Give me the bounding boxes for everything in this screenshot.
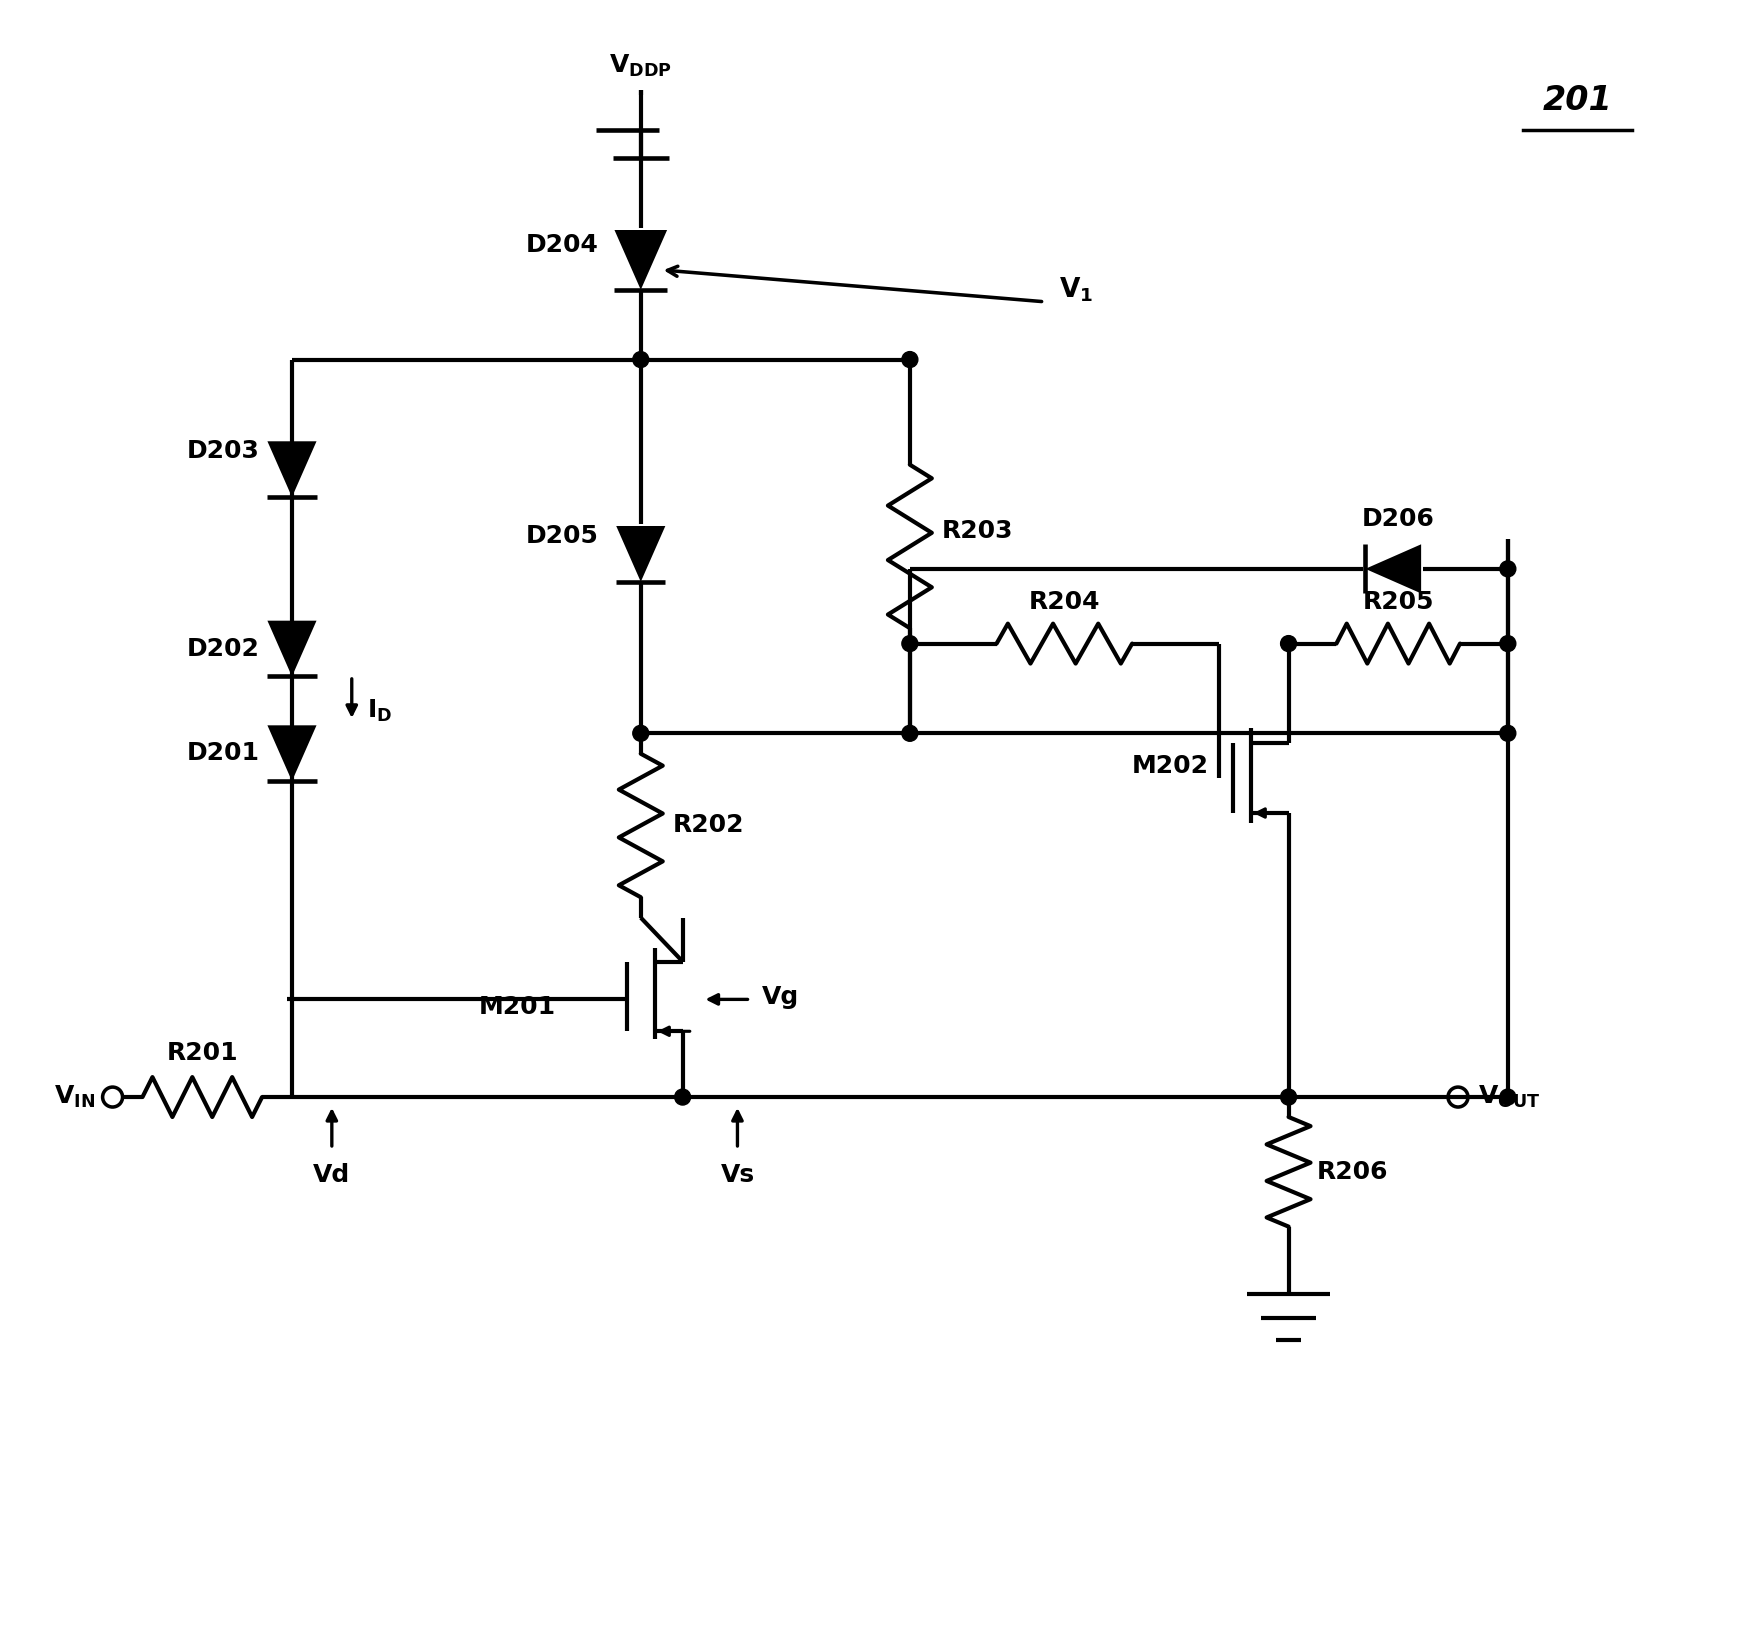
Text: R204: R204 xyxy=(1029,590,1100,614)
Circle shape xyxy=(676,1089,691,1106)
Text: R203: R203 xyxy=(942,519,1013,544)
Text: R206: R206 xyxy=(1316,1160,1388,1184)
Polygon shape xyxy=(268,441,317,496)
Text: M201: M201 xyxy=(479,996,555,1019)
Text: D205: D205 xyxy=(526,524,599,549)
Text: 201: 201 xyxy=(1543,84,1612,116)
Text: D203: D203 xyxy=(188,439,259,464)
Text: V$_{\mathbf{OUT}}$: V$_{\mathbf{OUT}}$ xyxy=(1478,1084,1541,1111)
Circle shape xyxy=(902,352,918,367)
Circle shape xyxy=(1499,636,1516,652)
Text: V$_{\mathbf{IN}}$: V$_{\mathbf{IN}}$ xyxy=(54,1084,94,1111)
Text: D202: D202 xyxy=(188,637,259,660)
Circle shape xyxy=(1499,560,1516,577)
Text: R201: R201 xyxy=(167,1042,239,1065)
Polygon shape xyxy=(268,621,317,676)
Polygon shape xyxy=(616,526,665,581)
Text: R202: R202 xyxy=(672,814,743,837)
Polygon shape xyxy=(1365,544,1421,593)
Polygon shape xyxy=(615,229,667,290)
Text: D206: D206 xyxy=(1361,508,1435,531)
Text: D204: D204 xyxy=(526,233,599,257)
Text: Vg: Vg xyxy=(763,986,799,1009)
Text: D201: D201 xyxy=(186,742,259,765)
Text: I$_{\mathbf{D}}$: I$_{\mathbf{D}}$ xyxy=(367,698,392,724)
Circle shape xyxy=(902,726,918,742)
Text: V$_{\mathbf{DDP}}$: V$_{\mathbf{DDP}}$ xyxy=(609,52,672,79)
Text: M202: M202 xyxy=(1132,753,1208,778)
Polygon shape xyxy=(268,726,317,781)
Text: Vd: Vd xyxy=(313,1163,350,1188)
Circle shape xyxy=(902,636,918,652)
Circle shape xyxy=(1499,726,1516,742)
Text: R205: R205 xyxy=(1363,590,1435,614)
Text: V$_{\mathbf{1}}$: V$_{\mathbf{1}}$ xyxy=(1059,275,1093,305)
Circle shape xyxy=(1281,1089,1297,1106)
Text: Vs: Vs xyxy=(721,1163,754,1188)
Circle shape xyxy=(632,726,649,742)
Circle shape xyxy=(1499,1089,1516,1106)
Circle shape xyxy=(632,352,649,367)
Circle shape xyxy=(1281,636,1297,652)
